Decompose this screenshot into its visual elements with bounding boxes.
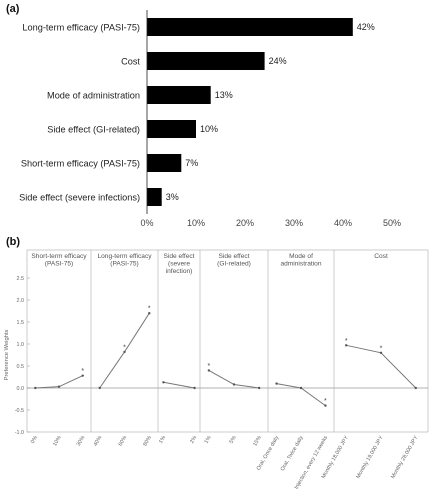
preference-line (163, 381, 195, 389)
category-label: Mode of administration (47, 90, 140, 100)
x-tick-label: 1% (158, 435, 167, 445)
bar (147, 86, 211, 104)
value-label: 24% (269, 56, 287, 66)
data-point (345, 344, 348, 347)
data-point (148, 312, 151, 315)
significance-marker: * (81, 368, 84, 375)
x-tick-label: Monthly 28,000 JPY (390, 435, 420, 480)
data-point (207, 369, 211, 372)
facet-title-line: Mode of (289, 253, 313, 260)
data-point (324, 404, 327, 407)
bar (147, 188, 162, 206)
value-label: 3% (166, 192, 179, 202)
x-tick-label: 1% (203, 435, 212, 445)
facet-title-line: administration (280, 261, 321, 268)
facet-title-line: Side effect (163, 253, 194, 260)
y-tick-label: 1.5 (17, 320, 25, 326)
y-tick-label: 0.0 (17, 386, 25, 392)
facet-title-line: (GI-related) (217, 261, 251, 268)
x-tick-label: 0% (30, 435, 39, 445)
value-label: 7% (185, 158, 198, 168)
data-point (34, 386, 37, 390)
data-point (275, 382, 278, 385)
facet-title-line: Long-term efficacy (97, 253, 152, 260)
x-tick-label: 30% (285, 218, 303, 228)
data-point (414, 386, 417, 390)
data-point (98, 386, 101, 390)
category-label: Cost (121, 56, 140, 66)
y-tick-label: 1.0 (17, 342, 25, 348)
data-point (257, 386, 261, 390)
x-tick-label: 80% (142, 435, 153, 448)
facet-title-line: infection) (166, 268, 193, 275)
value-label: 42% (357, 22, 375, 32)
data-point (123, 350, 126, 354)
x-tick-label: 15% (252, 435, 263, 448)
significance-marker: * (345, 338, 348, 345)
significance-marker: * (123, 344, 126, 351)
x-tick-label: Monthly 19,000 JPY (355, 435, 385, 480)
facet-title-line: Short-term efficacy (31, 253, 87, 260)
x-tick-label: 2% (189, 435, 198, 445)
value-label: 10% (200, 124, 218, 134)
significance-marker: * (148, 306, 151, 313)
category-label: Short-term efficacy (PASI-75) (21, 158, 140, 168)
x-tick-label: 10% (52, 435, 63, 448)
data-point (232, 383, 236, 386)
data-point (299, 386, 303, 390)
x-tick-label: 40% (93, 435, 104, 448)
value-label: 13% (215, 90, 233, 100)
y-tick-label: -1.0 (15, 430, 24, 436)
panel-b-label: (b) (6, 236, 20, 248)
bar (147, 18, 353, 36)
x-tick-label: 0% (140, 218, 153, 228)
data-point (81, 374, 84, 377)
x-tick-label: 20% (236, 218, 254, 228)
y-axis-title: Preference Weights (4, 330, 10, 381)
facet-title-line: Side effect (218, 253, 249, 260)
data-point (193, 386, 196, 390)
data-point (162, 381, 165, 384)
facet-title-line: (PASI-75) (110, 261, 138, 268)
x-tick-label: 50% (383, 218, 401, 228)
y-tick-label: 2.5 (17, 276, 25, 282)
facet-title-line: (severe (168, 261, 190, 268)
bar (147, 52, 265, 70)
significance-marker: * (324, 398, 327, 405)
facet-title-line: (PASI-75) (45, 261, 73, 268)
significance-marker: * (207, 363, 210, 370)
panel-a-bar-chart: (a) Long-term efficacy (PASI-75) 42% Cost 2… (6, 3, 401, 228)
data-point (57, 385, 61, 388)
x-tick-label: 10% (187, 218, 205, 228)
panel-a-label: (a) (6, 3, 20, 15)
category-label: Side effect (severe infections) (19, 192, 140, 202)
category-label: Side effect (GI-related) (47, 124, 140, 134)
significance-marker: * (380, 345, 383, 352)
category-label: Long-term efficacy (PASI-75) (22, 22, 140, 32)
x-tick-label: 40% (334, 218, 352, 228)
plot-frame (26, 249, 429, 433)
y-tick-label: 2.0 (17, 298, 25, 304)
bar (147, 120, 196, 138)
panel-b-preference-weights-chart: (b) Preference Weights -1.0 -0.5 0.0 0.5 1.0 1… (4, 236, 429, 490)
y-tick-label: 0.5 (17, 364, 25, 370)
x-tick-label: 5% (229, 435, 238, 445)
facet-title-line: Cost (374, 253, 388, 260)
x-tick-label: 30% (76, 435, 87, 448)
data-point (379, 351, 383, 354)
bar (147, 154, 182, 172)
x-tick-label: 60% (118, 435, 129, 448)
y-tick-label: -0.5 (15, 408, 24, 414)
x-tick-label: Oral, Twice daily (280, 435, 305, 472)
